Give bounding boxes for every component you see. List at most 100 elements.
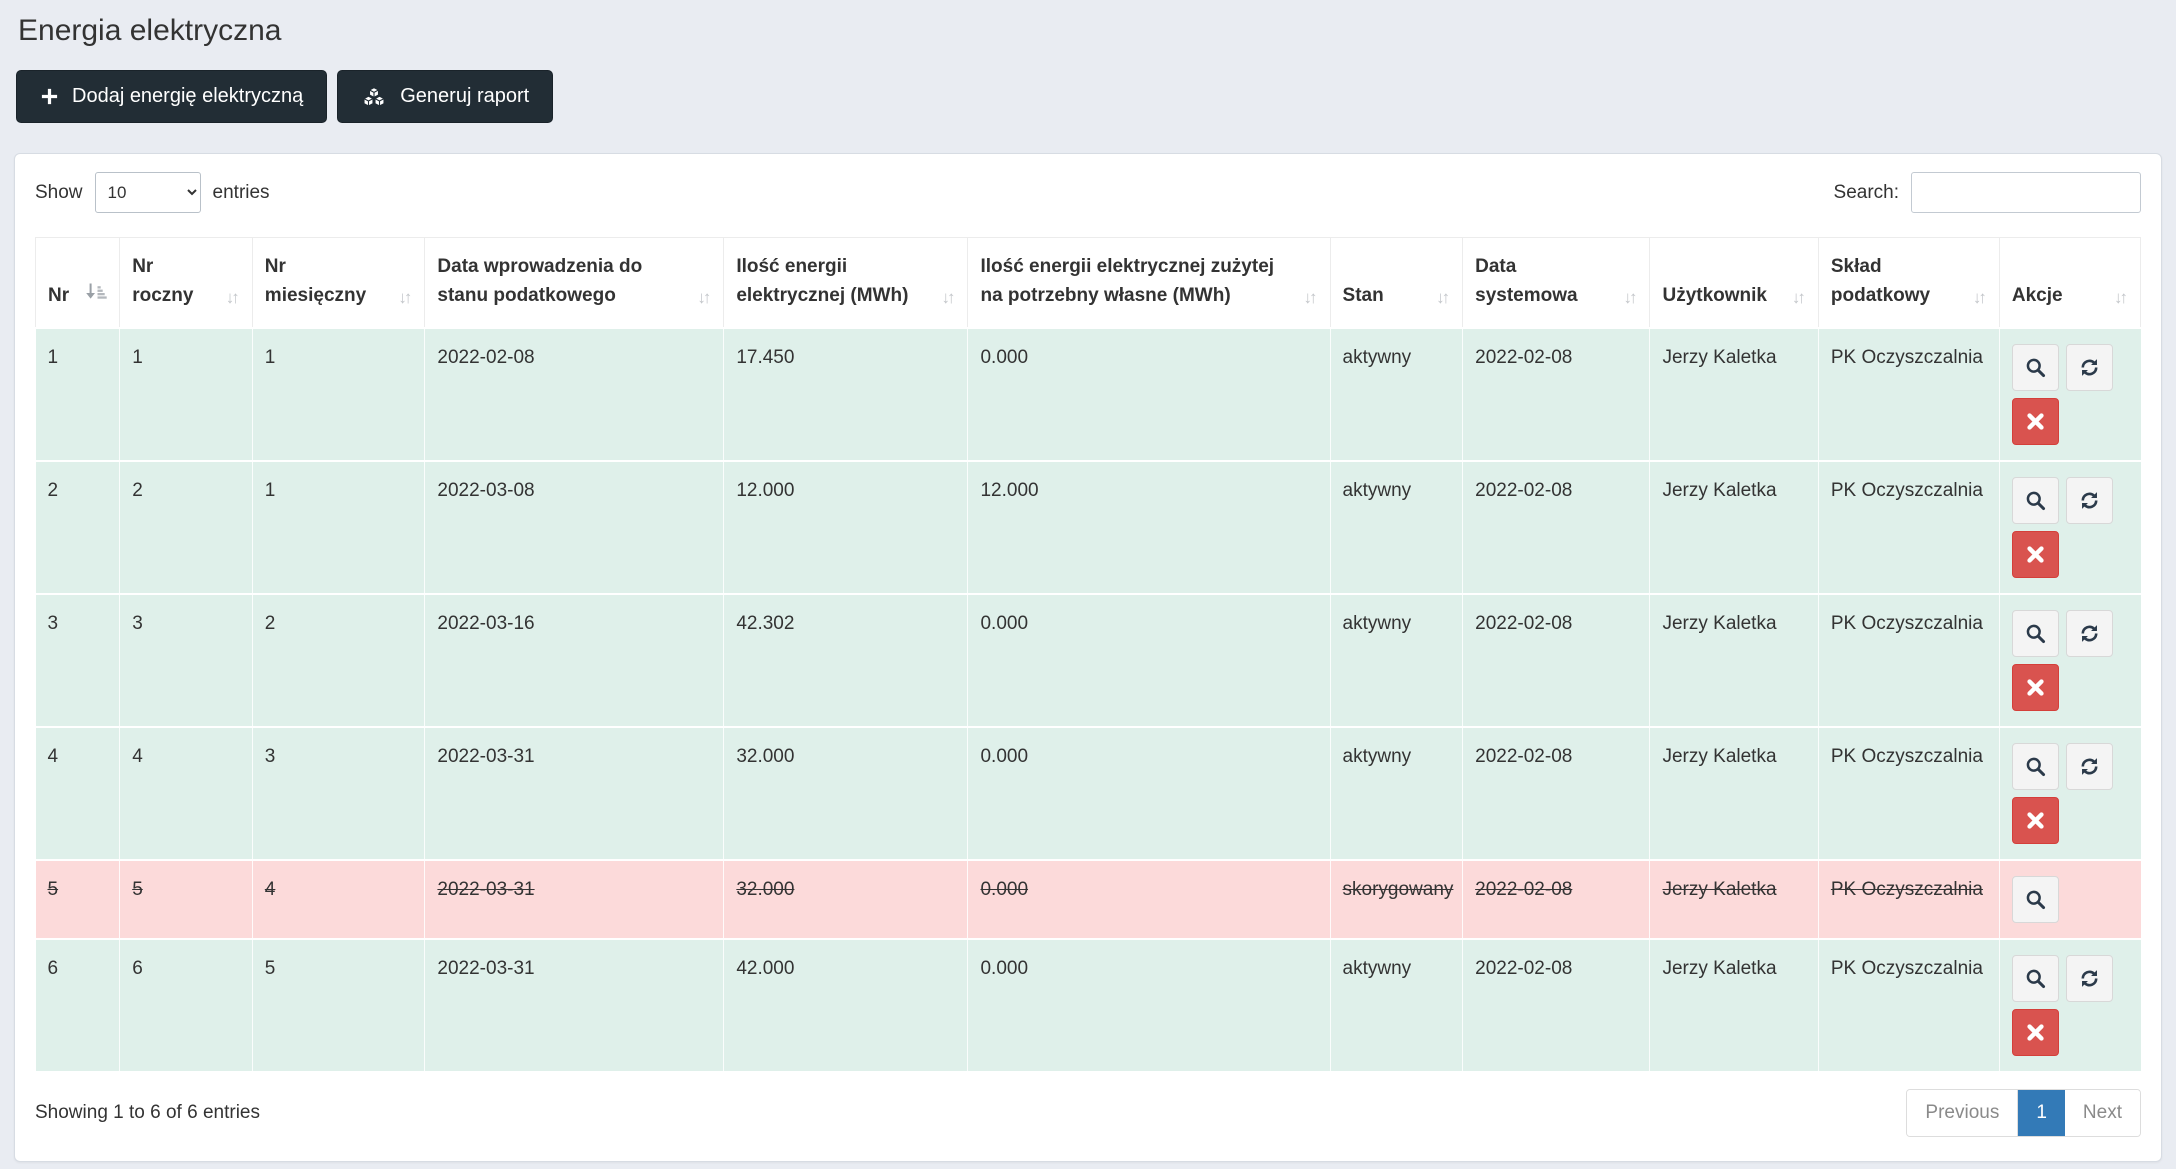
magnifier-icon — [2024, 888, 2047, 911]
table-cell: 2022-02-08 — [1463, 860, 1650, 939]
table-cell: Jerzy Kaletka — [1650, 939, 1818, 1071]
table-cell: 2022-02-08 — [1463, 939, 1650, 1071]
table-cell: 3 — [120, 594, 253, 727]
add-energy-label: Dodaj energię elektryczną — [72, 85, 303, 108]
view-button[interactable] — [2012, 344, 2059, 391]
magnifier-icon — [2024, 356, 2047, 379]
actions-cell — [1999, 860, 2140, 939]
pagination-page-1[interactable]: 1 — [2018, 1090, 2065, 1136]
refresh-button[interactable] — [2066, 344, 2113, 391]
table-cell: 32.000 — [724, 727, 968, 860]
refresh-button[interactable] — [2066, 743, 2113, 790]
table-cell: 2 — [120, 461, 253, 594]
table-cell: 12.000 — [968, 461, 1330, 594]
entries-label: entries — [213, 182, 270, 204]
delete-button[interactable] — [2012, 398, 2059, 445]
delete-button[interactable] — [2012, 531, 2059, 578]
table-cell: 2022-03-31 — [425, 939, 724, 1071]
sort-icon: ↓↑ — [2114, 285, 2128, 311]
pagination-next[interactable]: Next — [2065, 1090, 2140, 1136]
view-button[interactable] — [2012, 876, 2059, 923]
refresh-icon — [2078, 489, 2101, 512]
column-header-skład-podatkowy[interactable]: Skład podatkowy↓↑ — [1818, 238, 1999, 328]
view-button[interactable] — [2012, 477, 2059, 524]
table-cell: 0.000 — [968, 860, 1330, 939]
table-cell: 0.000 — [968, 594, 1330, 727]
table-row: 2212022-03-0812.00012.000aktywny2022-02-… — [36, 461, 2141, 594]
table-cell: Jerzy Kaletka — [1650, 727, 1818, 860]
column-label: Data wprowadzenia do stanu podatkowego — [437, 252, 691, 311]
column-header-akcje[interactable]: Akcje↓↑ — [1999, 238, 2140, 328]
table-cell: 1 — [36, 328, 120, 461]
column-label: Nr miesięczny — [265, 252, 393, 311]
column-header-ilość-energii-elektrycznej-zużytej-na-potrzebny-własne-mwh[interactable]: Ilość energii elektrycznej zużytej na po… — [968, 238, 1330, 328]
table-cell: PK Oczyszczalnia — [1818, 860, 1999, 939]
table-cell: 6 — [36, 939, 120, 1071]
column-header-stan[interactable]: Stan↓↑ — [1330, 238, 1463, 328]
sort-icon: ↓↑ — [1304, 285, 1318, 311]
actions-cell — [1999, 328, 2140, 461]
refresh-icon — [2078, 622, 2101, 645]
column-header-data-systemowa[interactable]: Data systemowa↓↑ — [1463, 238, 1650, 328]
table-cell: 42.302 — [724, 594, 968, 727]
table-cell: 0.000 — [968, 328, 1330, 461]
table-cell: aktywny — [1330, 939, 1463, 1071]
table-cell: PK Oczyszczalnia — [1818, 461, 1999, 594]
table-cell: PK Oczyszczalnia — [1818, 939, 1999, 1071]
actions-cell — [1999, 594, 2140, 727]
refresh-button[interactable] — [2066, 955, 2113, 1002]
table-panel: Show 10 entries Search: NrNr roczny↓↑Nr … — [14, 153, 2162, 1162]
table-cell: Jerzy Kaletka — [1650, 594, 1818, 727]
table-cell: 2022-02-08 — [1463, 328, 1650, 461]
x-icon — [2025, 677, 2046, 698]
search-control: Search: — [1834, 172, 2141, 213]
table-cell: 2022-02-08 — [1463, 594, 1650, 727]
pagination-previous[interactable]: Previous — [1907, 1090, 2018, 1136]
table-cell: PK Oczyszczalnia — [1818, 594, 1999, 727]
table-cell: 6 — [120, 939, 253, 1071]
table-header-row: NrNr roczny↓↑Nr miesięczny↓↑Data wprowad… — [36, 238, 2141, 328]
refresh-icon — [2078, 967, 2101, 990]
column-label: Skład podatkowy — [1831, 252, 1967, 311]
table-cell: 0.000 — [968, 727, 1330, 860]
delete-button[interactable] — [2012, 1009, 2059, 1056]
view-button[interactable] — [2012, 610, 2059, 657]
refresh-icon — [2078, 356, 2101, 379]
page-length-control: Show 10 entries — [35, 172, 270, 213]
delete-button[interactable] — [2012, 797, 2059, 844]
search-input[interactable] — [1911, 172, 2141, 213]
page-length-select[interactable]: 10 — [95, 172, 201, 213]
table-cell: 42.000 — [724, 939, 968, 1071]
column-header-nr[interactable]: Nr — [36, 238, 120, 328]
x-icon — [2025, 1022, 2046, 1043]
table-cell: 1 — [252, 461, 425, 594]
column-header-nr-roczny[interactable]: Nr roczny↓↑ — [120, 238, 253, 328]
table-cell: 5 — [36, 860, 120, 939]
view-button[interactable] — [2012, 955, 2059, 1002]
table-row: 6652022-03-3142.0000.000aktywny2022-02-0… — [36, 939, 2141, 1071]
column-header-użytkownik[interactable]: Użytkownik↓↑ — [1650, 238, 1818, 328]
sort-icon: ↓↑ — [1973, 285, 1987, 311]
column-label: Nr roczny — [132, 252, 220, 311]
search-label: Search: — [1834, 182, 1899, 204]
column-header-ilość-energii-elektrycznej-mwh[interactable]: Ilość energii elektrycznej (MWh)↓↑ — [724, 238, 968, 328]
refresh-button[interactable] — [2066, 477, 2113, 524]
plus-icon — [40, 87, 59, 106]
page-title: Energia elektryczna — [18, 14, 2158, 48]
generate-report-button[interactable]: Generuj raport — [337, 70, 553, 123]
column-header-data-wprowadzenia-do-stanu-podatkowego[interactable]: Data wprowadzenia do stanu podatkowego↓↑ — [425, 238, 724, 328]
column-label: Ilość energii elektrycznej (MWh) — [736, 252, 935, 311]
sort-icon: ↓↑ — [1436, 285, 1450, 311]
refresh-button[interactable] — [2066, 610, 2113, 657]
table-cell: 2022-02-08 — [1463, 461, 1650, 594]
actions-cell — [1999, 461, 2140, 594]
column-label: Nr — [48, 281, 79, 310]
delete-button[interactable] — [2012, 664, 2059, 711]
view-button[interactable] — [2012, 743, 2059, 790]
column-header-nr-miesięczny[interactable]: Nr miesięczny↓↑ — [252, 238, 425, 328]
add-energy-button[interactable]: Dodaj energię elektryczną — [16, 70, 327, 123]
sort-icon: ↓↑ — [398, 285, 412, 311]
table-cell: 2022-03-31 — [425, 860, 724, 939]
magnifier-icon — [2024, 489, 2047, 512]
table-cell: PK Oczyszczalnia — [1818, 727, 1999, 860]
